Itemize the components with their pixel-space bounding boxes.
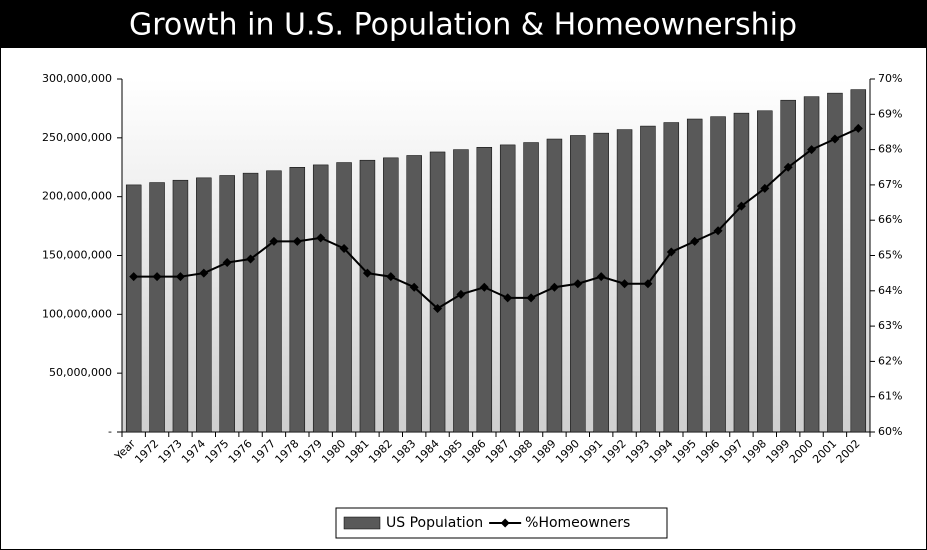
marker [246,254,256,264]
y-tick-label: 200,000,000 [42,190,112,203]
marker [736,201,746,211]
bar [593,132,609,433]
bar [359,159,376,433]
marker [503,293,513,303]
y-tick-label: 100,000,000 [42,307,112,320]
y-tick-label: - [108,425,112,438]
marker [269,236,279,246]
bar [640,125,656,433]
y-tick-label: 150,000,000 [42,249,112,262]
marker [292,236,302,246]
bar [523,142,539,433]
bar [850,89,867,433]
legend-marker [500,518,510,528]
marker [386,272,396,282]
marker [620,279,630,289]
bar [242,172,259,433]
line [133,127,859,310]
y2-tick-label: 62% [878,354,902,367]
bar [406,155,422,433]
marker [690,236,700,246]
y2-tick-label: 61% [878,390,902,403]
marker [433,303,443,313]
marker [152,272,162,282]
y-tick-label: 300,000,000 [42,72,112,85]
marker [129,272,139,282]
bar [429,151,446,433]
bar [827,92,843,433]
bar [149,182,165,433]
y2-tick-label: 68% [878,143,902,156]
marker [853,123,863,133]
marker [316,233,326,243]
marker [643,279,653,289]
y2-tick-label: 67% [878,178,902,191]
bar [710,116,726,433]
bar [196,177,212,433]
bar [733,112,750,433]
title-banner [0,0,927,48]
bar [336,162,352,433]
marker [479,282,489,292]
legend-swatch [343,516,381,530]
bar [803,96,820,433]
y2-tick-label: 64% [878,284,902,297]
legend-label: US Population [386,515,483,531]
y-tick-label: 250,000,000 [42,131,112,144]
bar [780,99,796,433]
marker [199,268,209,278]
marker [362,268,372,278]
marker [222,258,232,268]
y2-tick-label: 69% [878,107,902,120]
bar [289,167,306,433]
legend-label: %Homeowners [525,515,630,531]
bar [312,164,329,433]
marker [526,293,536,303]
y2-tick-label: 65% [878,249,902,262]
marker [713,226,723,236]
bar [172,179,189,433]
bar [499,144,516,433]
bar [686,118,703,433]
bar [125,184,142,433]
y-tick-label: 50,000,000 [49,366,112,379]
marker [175,272,185,282]
marker [596,272,606,282]
marker [409,282,419,292]
chart-title: Growth in U.S. Population & Homeownershi… [129,8,797,43]
y2-tick-label: 70% [878,72,902,85]
marker [807,145,817,155]
marker [549,282,559,292]
bar [219,175,235,433]
y2-tick-label: 63% [878,319,902,332]
bar [757,110,773,433]
bar [266,170,282,433]
marker [666,247,676,257]
marker [456,289,466,299]
marker [760,183,770,193]
y2-tick-label: 66% [878,213,902,226]
bar [383,157,399,433]
marker [339,243,349,253]
y2-tick-label: 60% [878,425,902,438]
marker [573,279,583,289]
marker [783,162,793,172]
marker [830,134,840,144]
bar [663,122,680,433]
